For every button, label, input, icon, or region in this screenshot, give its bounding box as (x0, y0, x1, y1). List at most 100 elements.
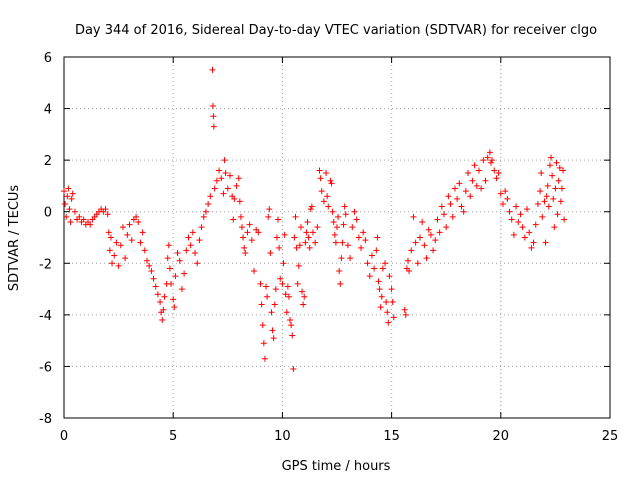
data-point (280, 260, 287, 267)
data-point (176, 257, 183, 264)
data-point (371, 265, 378, 272)
data-point (299, 288, 306, 295)
data-point (493, 175, 500, 182)
data-point (220, 190, 227, 197)
data-point (489, 157, 496, 164)
data-point (386, 273, 393, 280)
y-tick-label: -8 (39, 412, 52, 427)
data-point (107, 234, 114, 241)
data-point (111, 252, 118, 259)
data-point (302, 239, 309, 246)
data-point (336, 268, 343, 275)
data-point (297, 224, 304, 231)
data-point (174, 249, 181, 256)
data-point (456, 180, 463, 187)
data-point (502, 188, 509, 195)
data-point (71, 208, 78, 215)
data-point (475, 167, 482, 174)
data-point (389, 298, 396, 305)
y-tick-label: 0 (44, 206, 52, 221)
data-point (61, 188, 67, 195)
axis-ticks: 0 5 10 15 20 25 -8 -6 -4 -2 0 2 4 6 (39, 51, 618, 444)
data-point (164, 255, 171, 262)
data-point (530, 239, 537, 246)
data-point (135, 219, 142, 226)
data-point (373, 247, 380, 254)
data-point (205, 200, 212, 207)
data-point (312, 239, 319, 246)
data-point (242, 249, 249, 256)
data-point (441, 211, 448, 218)
data-point (487, 159, 494, 166)
data-point (117, 242, 124, 249)
data-point (362, 237, 369, 244)
data-point (284, 283, 291, 290)
data-point (237, 213, 244, 220)
data-point (181, 270, 188, 277)
data-point (276, 244, 283, 251)
data-point (211, 185, 218, 192)
data-point (330, 219, 337, 226)
data-point (491, 167, 498, 174)
data-point (143, 257, 150, 264)
data-point (385, 319, 392, 326)
chart-title: Day 344 of 2016, Sidereal Day-to-day VTE… (75, 23, 597, 38)
data-point (282, 291, 289, 298)
data-point (265, 213, 272, 220)
data-point (410, 213, 417, 220)
data-point (178, 286, 185, 293)
data-point (349, 224, 356, 231)
data-point (556, 164, 563, 171)
plot-frame (63, 56, 611, 419)
data-point (329, 208, 336, 215)
data-point (327, 177, 334, 184)
data-point (438, 203, 445, 210)
data-point (303, 229, 310, 236)
data-point (486, 149, 493, 156)
data-point (172, 273, 179, 280)
y-tick-label: 2 (44, 154, 52, 169)
data-point (170, 296, 177, 303)
data-point (148, 268, 155, 275)
data-point (338, 255, 345, 262)
data-point (171, 304, 178, 311)
data-point (233, 182, 240, 189)
data-point (549, 172, 556, 179)
data-point (434, 216, 441, 223)
data-point (427, 231, 434, 238)
data-point (406, 268, 413, 275)
data-point (325, 203, 332, 210)
data-point (244, 229, 251, 236)
data-point (273, 234, 280, 241)
data-point (294, 280, 301, 287)
data-point (524, 206, 531, 213)
data-point (285, 293, 292, 300)
data-point (210, 113, 217, 120)
data-point (63, 213, 70, 220)
data-point (550, 195, 557, 202)
data-point (240, 234, 247, 241)
data-point (539, 213, 546, 220)
data-point (248, 237, 255, 244)
data-point (499, 200, 506, 207)
data-point (241, 244, 248, 251)
y-axis-label: SDTVAR / TECUs (7, 185, 22, 292)
data-point (246, 221, 253, 228)
data-point (320, 198, 327, 205)
data-point (307, 206, 314, 213)
x-tick-label: 10 (274, 429, 291, 444)
data-point (554, 211, 561, 218)
data-point (157, 298, 164, 305)
data-point (160, 306, 167, 313)
data-point (251, 268, 258, 275)
data-point (166, 265, 173, 272)
data-point (126, 221, 133, 228)
data-point (231, 195, 238, 202)
data-point (384, 309, 391, 316)
data-point (168, 280, 175, 287)
data-point (347, 255, 354, 262)
data-point (526, 229, 533, 236)
data-point (335, 213, 342, 220)
data-point (515, 219, 522, 226)
